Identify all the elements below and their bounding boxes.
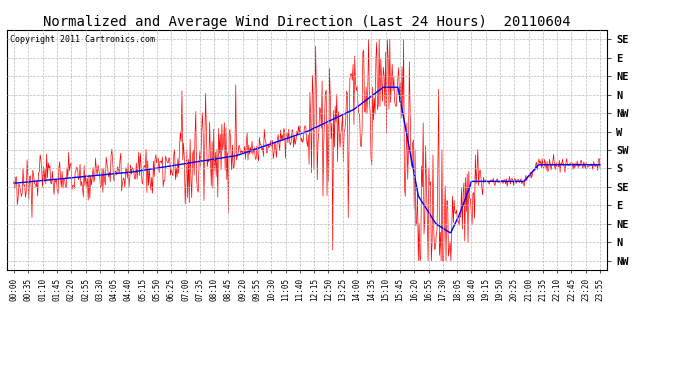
Text: Copyright 2011 Cartronics.com: Copyright 2011 Cartronics.com	[10, 35, 155, 44]
Title: Normalized and Average Wind Direction (Last 24 Hours)  20110604: Normalized and Average Wind Direction (L…	[43, 15, 571, 29]
